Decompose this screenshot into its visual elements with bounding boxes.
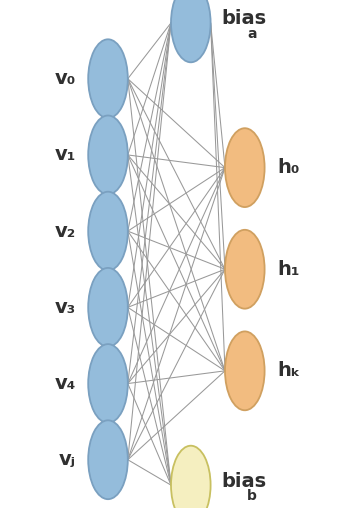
Text: v₂: v₂: [54, 221, 76, 241]
Text: bias: bias: [221, 471, 266, 491]
Text: bias: bias: [221, 9, 266, 28]
Ellipse shape: [171, 446, 211, 508]
Text: hₖ: hₖ: [277, 361, 301, 380]
Ellipse shape: [88, 268, 128, 347]
Text: v₀: v₀: [54, 69, 76, 88]
Ellipse shape: [225, 230, 265, 309]
Text: b: b: [247, 489, 257, 503]
Ellipse shape: [225, 331, 265, 410]
Text: h₁: h₁: [277, 260, 300, 279]
Ellipse shape: [88, 420, 128, 499]
Ellipse shape: [171, 0, 211, 62]
Text: vⱼ: vⱼ: [59, 450, 76, 469]
Text: v₃: v₃: [54, 298, 76, 317]
Ellipse shape: [88, 344, 128, 423]
Text: v₄: v₄: [54, 374, 76, 393]
Ellipse shape: [88, 115, 128, 195]
Ellipse shape: [88, 39, 128, 118]
Text: a: a: [247, 27, 257, 41]
Text: v₁: v₁: [54, 145, 76, 165]
Text: h₀: h₀: [277, 158, 300, 177]
Ellipse shape: [225, 128, 265, 207]
Ellipse shape: [88, 192, 128, 271]
